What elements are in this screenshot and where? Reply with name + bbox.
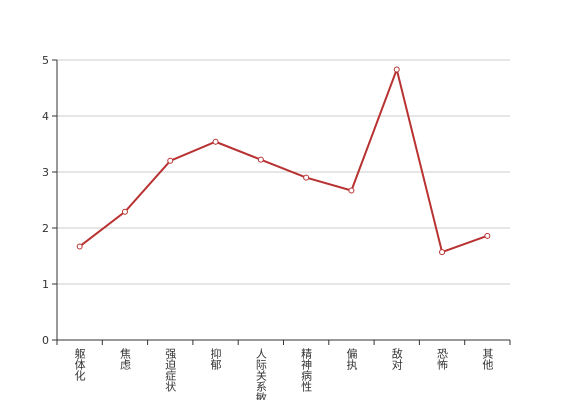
x-tick-label: 躯体化 <box>73 348 86 382</box>
x-tick-label: 恐怖 <box>436 348 449 370</box>
data-point <box>76 243 83 250</box>
x-tick-label: 其他 <box>481 348 494 370</box>
y-tick-label: 2 <box>42 222 49 235</box>
data-point <box>393 66 400 73</box>
data-line <box>79 66 488 254</box>
x-tick-label: 偏执 <box>345 347 358 371</box>
data-point <box>484 232 491 239</box>
x-tick-label: 精神病性 <box>300 348 313 393</box>
y-tick-label: 5 <box>42 54 49 67</box>
data-point <box>439 249 446 256</box>
y-tick-label: 3 <box>42 166 49 179</box>
x-tick-label: 焦虑 <box>118 348 131 370</box>
y-tick-label: 0 <box>42 334 49 347</box>
data-point <box>121 208 128 215</box>
x-tick-label: 人际关系敏感 <box>254 348 267 400</box>
x-tick-label: 强迫症状 <box>164 348 177 392</box>
data-point <box>348 187 355 194</box>
data-point <box>167 157 174 164</box>
y-tick-label: 1 <box>42 278 49 291</box>
y-tick-label: 4 <box>42 110 49 123</box>
data-point <box>212 138 219 145</box>
x-tick-label: 敌对 <box>390 347 403 370</box>
data-point <box>303 174 310 181</box>
x-tick-label: 抑郁 <box>209 347 222 370</box>
data-point <box>257 156 264 163</box>
